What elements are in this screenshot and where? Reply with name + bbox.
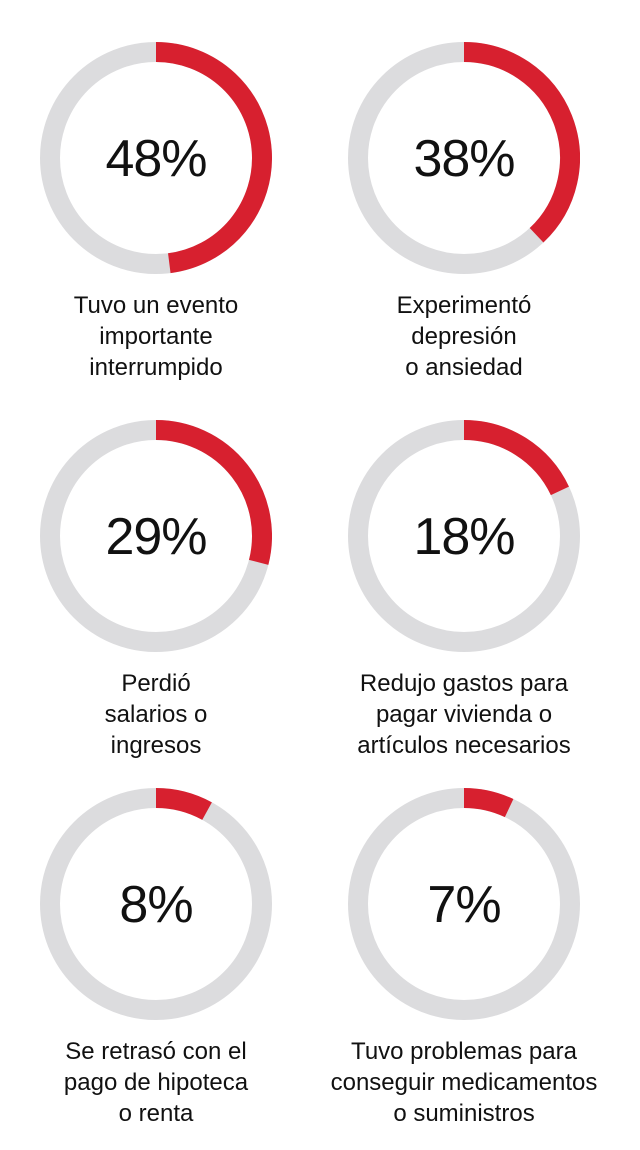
donut-label: Tuvo problemas para conseguir medicament… <box>330 1038 598 1127</box>
donut-value-label: 29% <box>105 508 206 566</box>
donut-chart: 38% <box>348 42 580 274</box>
donut-value-arc <box>463 788 514 818</box>
donut-chart: 29% <box>40 420 272 652</box>
donut-value-label: 48% <box>105 130 206 188</box>
donut-label: Experimentó depresión o ansiedad <box>396 292 532 381</box>
donut-value-label: 7% <box>427 876 500 934</box>
donut-value-arc <box>463 42 580 243</box>
donut-value-label: 18% <box>413 508 514 566</box>
donut-value-label: 8% <box>119 876 192 934</box>
donut-label: Tuvo un evento importante interrumpido <box>73 292 239 381</box>
donut-value-arc <box>155 420 272 565</box>
donut-chart: 8% <box>40 788 272 1020</box>
donut-value-arc <box>155 42 272 274</box>
donut-value-arc <box>463 420 569 496</box>
donut-chart: 48% <box>40 42 272 274</box>
donut-chart: 18% <box>348 420 580 652</box>
donut-label: Se retrasó con el pago de hipoteca o ren… <box>63 1038 249 1127</box>
donut-chart: 7% <box>348 788 580 1020</box>
donut-label: Redujo gastos para pagar vivienda o artí… <box>357 670 571 759</box>
donut-value-label: 38% <box>413 130 514 188</box>
donut-value-arc <box>155 788 212 821</box>
donut-label: Perdió salarios o ingresos <box>104 670 208 759</box>
